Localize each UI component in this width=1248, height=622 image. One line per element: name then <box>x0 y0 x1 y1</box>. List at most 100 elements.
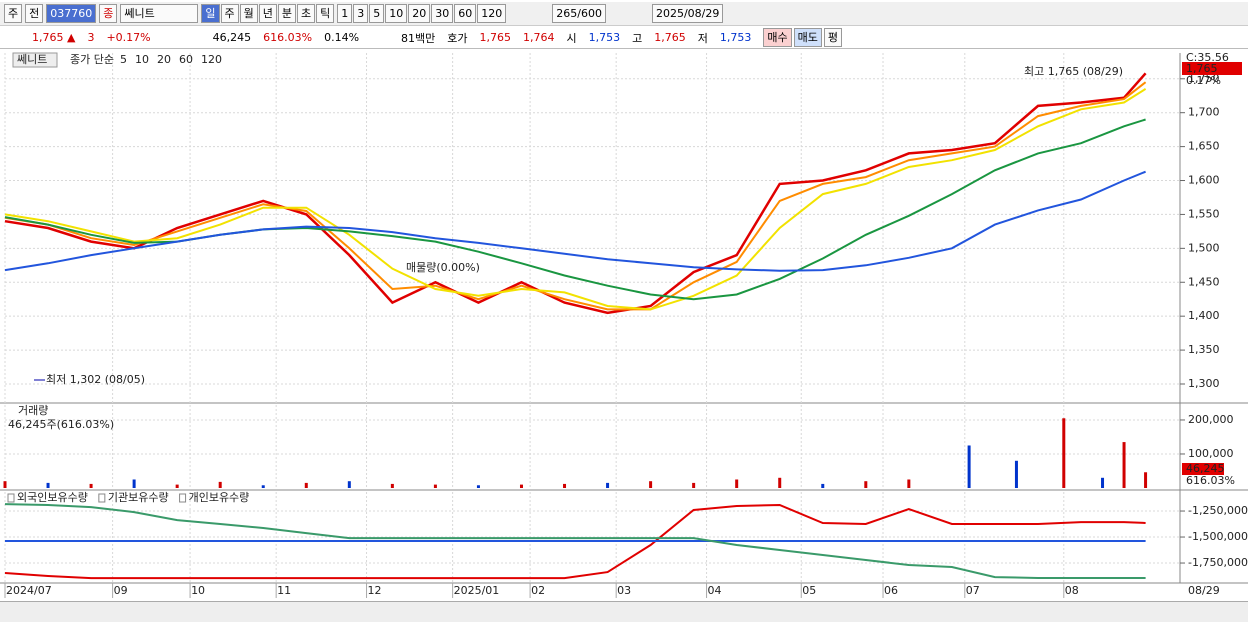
date[interactable]: 2025/08/29 <box>651 4 724 23</box>
y-tick-label: 1,750 <box>1188 72 1220 85</box>
legend-entry: 20 <box>157 53 171 66</box>
period-button[interactable]: 주 <box>220 4 239 23</box>
annotation: 매물량(0.00%) <box>406 261 480 274</box>
volume-bar <box>1144 472 1148 488</box>
amount: 81백만 <box>401 31 436 45</box>
scrollbar[interactable] <box>0 601 1248 622</box>
legend-entry: 개인보유수량 <box>189 491 250 504</box>
x-tick-label: 2025/01 <box>454 584 500 597</box>
y-tick-label: 1,700 <box>1188 106 1220 119</box>
sell-button[interactable]: 매도 <box>793 28 822 47</box>
name-label: 쎄니트 <box>17 53 47 66</box>
volume-bar <box>3 481 7 488</box>
interval-button[interactable]: 20 <box>408 4 431 23</box>
y-tick-label: 1,650 <box>1188 140 1220 153</box>
legend-entry: 120 <box>201 53 222 66</box>
interval-button[interactable]: 3 <box>353 4 369 23</box>
y-tick-label: 1,550 <box>1188 207 1220 220</box>
volume-bar <box>907 479 911 488</box>
open-label: 시 <box>566 31 577 45</box>
volume-subtitle: 46,245주(616.03%) <box>8 418 114 431</box>
x-tick-label: 10 <box>191 584 205 597</box>
interval-button[interactable]: 10 <box>385 4 408 23</box>
count[interactable]: 265/600 <box>552 4 606 23</box>
series-line <box>4 88 1147 311</box>
y-tick-label: -1,500,000 <box>1188 530 1248 543</box>
series-line <box>4 503 1146 580</box>
period-button[interactable]: 년 <box>258 4 277 23</box>
count-value: 265 <box>556 7 578 20</box>
period-button[interactable]: 월 <box>239 4 258 23</box>
y-tick-label: 1,400 <box>1188 309 1220 322</box>
volume-ratio: 616.03% <box>263 31 313 44</box>
x-tick-label: 12 <box>368 584 382 597</box>
legend-entry: 10 <box>135 53 149 66</box>
chart: 1,300 1,350 1,400 1,450 1,500 1,550 1,600 1,650… <box>0 50 1248 601</box>
y-tick-label: 1,350 <box>1188 343 1220 356</box>
y-tick-label: -1,750,000 <box>1188 556 1248 569</box>
volume-bar <box>476 485 480 488</box>
interval-button[interactable]: 5 <box>369 4 385 23</box>
stock-name[interactable]: 쎄니트 <box>120 4 199 23</box>
buy-button[interactable]: 매수 <box>763 28 792 47</box>
period-button[interactable]: 분 <box>277 4 296 23</box>
ask: 1,765 <box>479 31 512 44</box>
scope[interactable]: 전 <box>25 4 44 23</box>
legend-entry: 60 <box>179 53 193 66</box>
volume-bar <box>519 484 523 488</box>
volume-bar <box>1101 477 1105 488</box>
volume-bar <box>175 484 179 488</box>
market[interactable]: 주 <box>4 4 23 23</box>
intervals: 1 3 5 10 20 30 60 120 <box>337 4 507 23</box>
volume-bar <box>735 479 739 488</box>
x-tick-label: 08 <box>1065 584 1079 597</box>
high-label: 고 <box>632 31 643 45</box>
series-line <box>4 170 1146 272</box>
x-tick-label: 09 <box>114 584 128 597</box>
volume-bar <box>967 445 971 488</box>
interval-button[interactable]: 60 <box>454 4 477 23</box>
volume-bar <box>649 481 653 488</box>
code[interactable]: 037760 <box>46 4 97 23</box>
high: 1,765 <box>654 31 686 44</box>
current-label: 1,765 <box>1186 62 1218 75</box>
x-tick-label: 06 <box>884 584 898 597</box>
y-tick-label: 100,000 <box>1188 447 1234 460</box>
avg-button[interactable]: 평 <box>823 28 843 47</box>
volume-bar <box>89 483 93 488</box>
rate: +0.17% <box>106 31 151 44</box>
y-tick-label: 200,000 <box>1188 413 1234 426</box>
interval-button[interactable]: 30 <box>431 4 454 23</box>
period-button[interactable]: 초 <box>297 4 316 23</box>
low-label: 저 <box>697 31 708 45</box>
legend-swatch <box>179 493 187 503</box>
volume-bar <box>46 482 50 488</box>
x-tick-label: 02 <box>531 584 545 597</box>
volume-bar <box>692 482 696 488</box>
volume-bar <box>261 485 265 488</box>
x-tick-label: 07 <box>966 584 980 597</box>
low: 1,753 <box>719 31 752 44</box>
period-button[interactable]: 틱 <box>316 4 335 23</box>
change-label: 0.17% <box>1186 74 1221 87</box>
quote-bar: 1,765 ▲ 3 +0.17% 46,245 616.03% 0.14% 81… <box>0 27 1248 49</box>
count-max: /600 <box>577 7 602 20</box>
last-label: 46,245 <box>1186 462 1225 475</box>
x-tick-label: 2024/07 <box>6 584 52 597</box>
x-tick-label: 03 <box>617 584 631 597</box>
interval-button[interactable]: 120 <box>477 4 507 23</box>
period-button[interactable]: 일 <box>201 4 220 23</box>
volume-bar <box>347 481 351 488</box>
volume-bar <box>1122 442 1126 488</box>
volume-bar <box>433 484 437 488</box>
last-box <box>1182 463 1224 475</box>
legend-entry: 기관보유수량 <box>108 491 169 504</box>
x-tick-label: 05 <box>802 584 816 597</box>
interval-button[interactable]: 1 <box>337 4 353 23</box>
volume-bar <box>1014 460 1018 488</box>
series-line <box>4 81 1147 311</box>
kind[interactable]: 종 <box>99 4 118 23</box>
y-tick-label: 1,300 <box>1188 377 1220 390</box>
